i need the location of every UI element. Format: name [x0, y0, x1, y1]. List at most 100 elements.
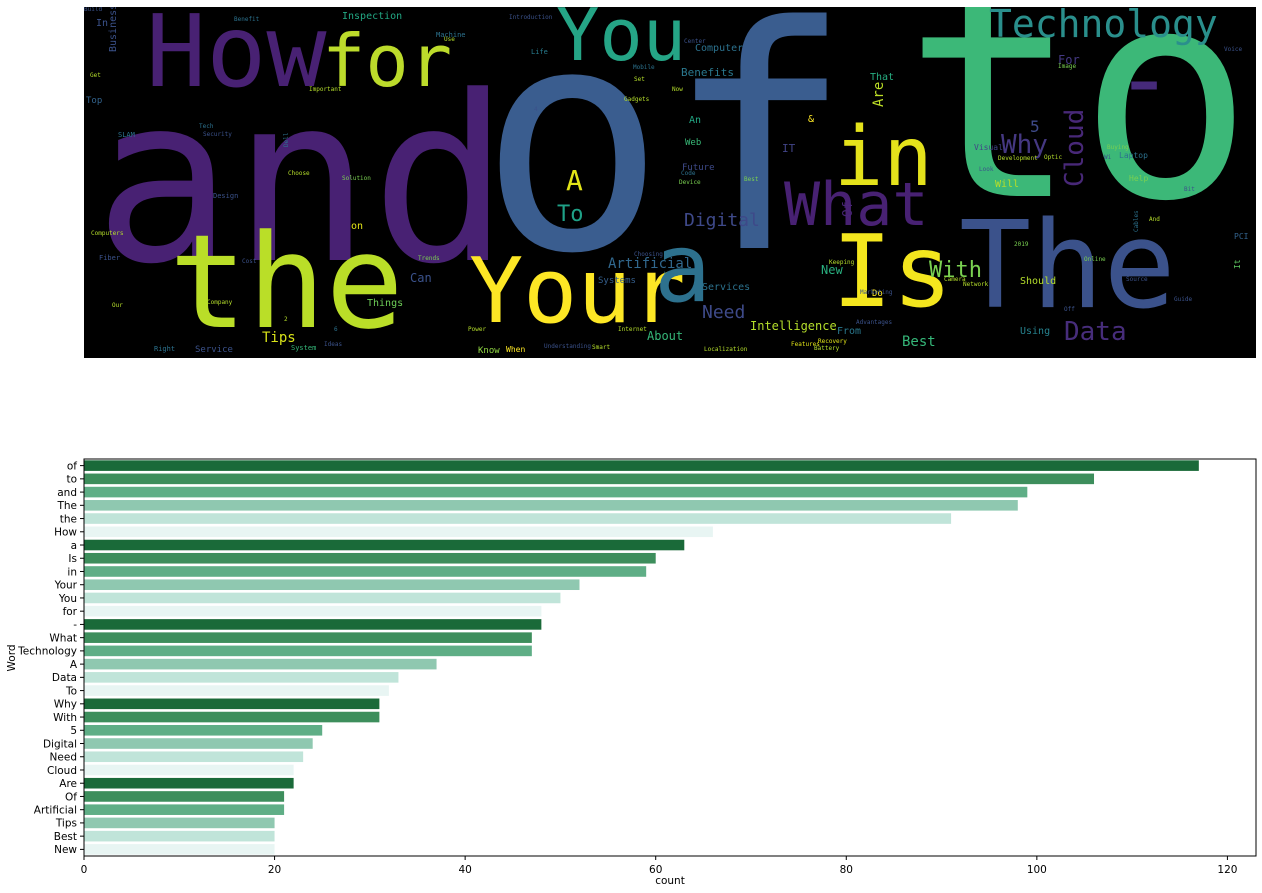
cloud-word: Are — [871, 81, 887, 107]
x-tick-label: 80 — [840, 864, 853, 876]
cloud-word: For — [1058, 53, 1080, 67]
cloud-word: the — [169, 206, 404, 358]
bar-16 — [84, 672, 399, 683]
cloud-word: In — [96, 18, 109, 29]
cloud-word: What — [784, 170, 929, 240]
bar-1 — [84, 473, 1095, 485]
cloud-word: Source — [1126, 276, 1148, 283]
cloud-word: Of — [841, 201, 856, 217]
cloud-word: When — [506, 345, 526, 354]
bar-10 — [84, 592, 561, 604]
cloud-word: With — [929, 258, 982, 283]
cloud-word: Computer — [695, 43, 744, 54]
y-axis-label: Word — [6, 645, 18, 672]
cloud-word: From — [837, 326, 862, 337]
cloud-word: Trends — [418, 255, 440, 262]
cloud-word: a — [654, 214, 712, 324]
cloud-word: Best — [744, 176, 759, 183]
cloud-word: Tech — [199, 123, 214, 130]
cloud-word: Will — [995, 179, 1020, 190]
cloud-word: Bit — [1184, 186, 1195, 193]
cloud-word: SLAM — [118, 131, 135, 139]
plot-frame — [83, 458, 1257, 857]
cloud-word: Benefits — [681, 66, 734, 79]
cloud-word: Introduction — [509, 14, 553, 21]
cloud-word: Web — [685, 138, 702, 148]
cloud-word: Security — [203, 131, 232, 138]
x-tick-label: 20 — [268, 864, 281, 876]
y-tick-label: How — [54, 527, 77, 539]
bar-5 — [84, 526, 713, 538]
cloud-word: Advantages — [856, 319, 893, 326]
cloud-word: Can — [410, 271, 432, 285]
bar-2 — [84, 486, 1028, 498]
cloud-word: in — [834, 110, 933, 205]
cloud-word: And — [1149, 216, 1160, 223]
y-tick-label: Data — [52, 672, 77, 684]
cloud-word: Online — [1084, 256, 1106, 263]
y-tick-label: Of — [65, 791, 77, 803]
bar-4 — [84, 513, 952, 524]
bar-19 — [84, 711, 380, 723]
y-tick-label: to — [66, 474, 77, 486]
y-tick-label: What — [49, 632, 77, 644]
bar-0 — [84, 460, 1199, 471]
cloud-word: Ways — [664, 271, 679, 278]
bar-27 — [84, 817, 275, 829]
cloud-word: 6 — [334, 326, 338, 333]
cloud-word: Visual — [974, 143, 1003, 152]
word-cloud: and of to How You for Technology - in What The the Y… — [84, 7, 1256, 358]
cloud-word: Look — [979, 166, 994, 173]
bar-18 — [84, 698, 380, 710]
cloud-word: Your — [469, 239, 686, 344]
bar-26 — [84, 804, 285, 815]
y-tick-label: Digital — [43, 738, 77, 750]
bar-28 — [84, 830, 275, 842]
cloud-word: Off — [1064, 306, 1075, 313]
cloud-word: You — [556, 7, 687, 77]
cloud-word: Benefit — [234, 16, 260, 23]
cloud-word: 2019 — [1014, 241, 1029, 248]
cloud-word: Design — [213, 192, 239, 200]
cloud-word: Best — [902, 334, 936, 350]
bar-24 — [84, 777, 294, 789]
cloud-word: Cables — [1133, 210, 1140, 232]
cloud-word: & — [808, 114, 815, 125]
cloud-word: An — [689, 115, 702, 126]
cloud-word: Gadgets — [624, 96, 650, 103]
cloud-word: Machine — [436, 31, 466, 39]
y-tick-label: The — [56, 500, 77, 512]
cloud-word: Right — [154, 345, 176, 353]
bar-21 — [84, 738, 313, 749]
bar-12 — [84, 619, 542, 630]
cloud-word: Life — [531, 48, 548, 56]
cloud-word: Voice — [1224, 46, 1243, 53]
y-tick-label: To — [65, 685, 77, 697]
bars-group — [84, 460, 1199, 855]
y-tick-label: Why — [54, 699, 77, 711]
bar-13 — [84, 632, 532, 643]
y-tick-label: in — [67, 566, 77, 578]
cloud-word: Need — [702, 302, 746, 323]
cloud-word: Understanding — [544, 343, 591, 350]
cloud-word: - — [1114, 20, 1175, 137]
cloud-word: Keeping — [829, 259, 855, 266]
cloud-word: Get — [90, 72, 101, 79]
x-tick-label: 100 — [1027, 864, 1047, 876]
cloud-word: Our — [112, 302, 123, 309]
cloud-word: for — [322, 19, 453, 103]
cloud-word: Dell — [283, 132, 290, 147]
cloud-word: Choosing — [634, 251, 663, 258]
y-tick-label: 5 — [70, 725, 77, 737]
cloud-word: Know — [478, 346, 500, 356]
bar-17 — [84, 685, 389, 696]
cloud-word: Help — [1129, 174, 1149, 183]
cloud-word: Tips — [262, 330, 296, 346]
cloud-word: About — [647, 329, 684, 343]
y-tick-label: Need — [50, 752, 77, 764]
cloud-word: Features — [791, 341, 820, 348]
cloud-word: Now — [672, 86, 683, 93]
bar-3 — [84, 500, 1018, 511]
cloud-word: Why — [1001, 130, 1048, 160]
